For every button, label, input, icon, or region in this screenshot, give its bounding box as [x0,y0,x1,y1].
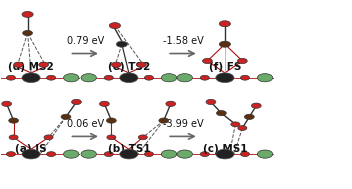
Circle shape [200,75,209,80]
Circle shape [216,111,226,116]
Circle shape [219,21,231,27]
Circle shape [206,99,216,105]
Circle shape [121,74,137,82]
Circle shape [22,73,40,83]
Circle shape [144,75,153,80]
Circle shape [9,135,18,140]
Circle shape [137,62,146,67]
Text: 0.06 eV: 0.06 eV [67,119,104,129]
Circle shape [104,75,113,80]
Circle shape [240,75,250,80]
Circle shape [166,101,176,106]
Circle shape [71,99,81,105]
Circle shape [161,150,177,158]
Circle shape [217,150,233,158]
Circle shape [202,58,212,64]
Circle shape [200,152,209,156]
Circle shape [104,152,113,156]
Circle shape [231,122,240,127]
Circle shape [107,135,116,140]
Circle shape [9,118,19,123]
Circle shape [2,101,12,106]
Circle shape [64,74,79,82]
Circle shape [116,41,127,47]
Circle shape [46,152,56,156]
Circle shape [120,73,138,83]
Circle shape [121,150,137,158]
Circle shape [238,58,247,64]
Circle shape [39,62,49,67]
Circle shape [81,74,96,82]
Circle shape [244,114,254,119]
Circle shape [120,149,138,159]
Circle shape [22,12,33,17]
Circle shape [6,75,15,80]
Circle shape [111,62,121,67]
Text: (a) IS: (a) IS [15,144,47,154]
Circle shape [217,74,233,82]
Text: 0.79 eV: 0.79 eV [67,36,104,46]
Circle shape [23,30,32,36]
Circle shape [177,150,193,158]
Circle shape [107,118,116,123]
Circle shape [61,114,71,119]
Circle shape [240,152,250,156]
Circle shape [257,150,273,158]
Circle shape [216,73,234,83]
Circle shape [257,74,273,82]
Circle shape [64,150,79,158]
Circle shape [251,103,261,108]
Text: -3.99 eV: -3.99 eV [163,119,203,129]
Circle shape [177,74,193,82]
Circle shape [23,150,39,158]
Text: (c) MS1: (c) MS1 [203,144,247,154]
Text: -1.58 eV: -1.58 eV [163,36,203,46]
Circle shape [216,149,234,159]
Circle shape [238,126,247,130]
Circle shape [23,74,39,82]
Text: (b) TS1: (b) TS1 [108,144,150,154]
Circle shape [138,135,147,140]
Circle shape [159,118,169,123]
Text: (f) FS: (f) FS [209,62,241,72]
Circle shape [100,101,109,106]
Circle shape [219,41,231,47]
Circle shape [14,62,23,67]
Circle shape [109,23,120,29]
Circle shape [161,74,177,82]
Circle shape [44,135,53,140]
Circle shape [81,150,96,158]
Circle shape [46,75,56,80]
Text: (d) MS2: (d) MS2 [8,62,54,72]
Circle shape [22,149,40,159]
Circle shape [144,152,153,156]
Text: (e) TS2: (e) TS2 [108,62,150,72]
Circle shape [6,152,15,156]
